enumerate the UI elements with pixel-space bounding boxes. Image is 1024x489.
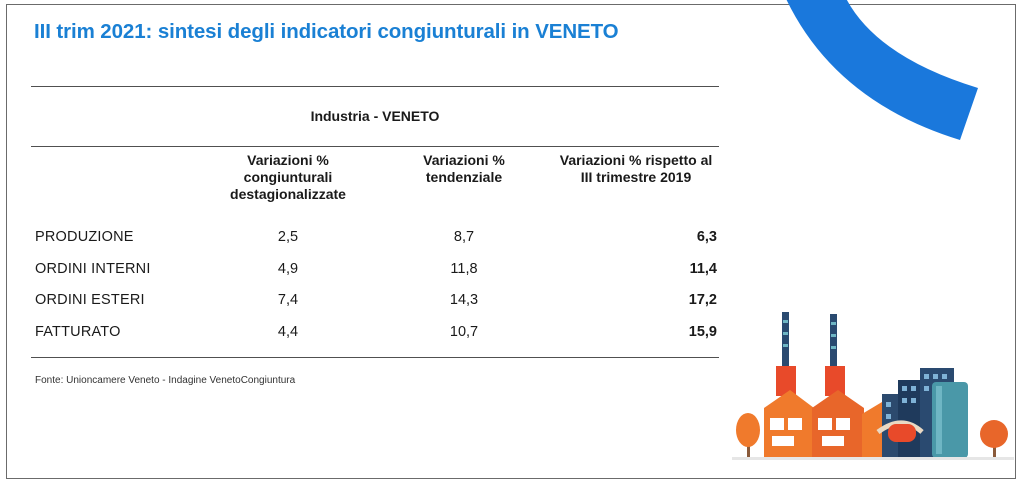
table-bottom-rule <box>31 357 719 358</box>
source-note: Fonte: Unioncamere Veneto - Indagine Ven… <box>35 375 296 386</box>
cell-tendenziale: 8,7 <box>453 229 475 245</box>
cell-congiunturale: 2,5 <box>277 229 299 245</box>
column-header-tendenziale: Variazioni % tendenziale <box>423 152 505 185</box>
cell-congiunturale: 4,9 <box>277 261 299 277</box>
row-label: FATTURATO <box>35 324 121 340</box>
cell-tendenziale: 11,8 <box>450 261 478 277</box>
table-section-title: Industria - VENETO <box>310 108 440 124</box>
cell-rispetto-2019: 15,9 <box>688 324 717 340</box>
factory-illustration <box>732 312 1014 460</box>
column-header-congiunturali: Variazioni % congiunturali destagionaliz… <box>230 152 346 202</box>
table-top-rule <box>31 86 719 87</box>
cell-rispetto-2019: 6,3 <box>696 229 717 245</box>
cell-tendenziale: 10,7 <box>449 324 479 340</box>
row-label: PRODUZIONE <box>35 229 134 245</box>
decorative-arc-graphic <box>786 0 978 140</box>
cell-rispetto-2019: 11,4 <box>689 261 717 277</box>
cell-congiunturale: 7,4 <box>277 292 299 308</box>
slide-frame <box>6 4 1016 479</box>
cell-tendenziale: 14,3 <box>449 292 479 308</box>
row-label: ORDINI INTERNI <box>35 261 151 277</box>
row-label: ORDINI ESTERI <box>35 292 145 308</box>
page-title: III trim 2021: sintesi degli indicatori … <box>34 20 619 43</box>
cell-congiunturale: 4,4 <box>277 324 299 340</box>
cell-rispetto-2019: 17,2 <box>688 292 717 308</box>
table-header-rule <box>31 146 719 147</box>
column-header-rispetto-2019: Variazioni % rispetto al III trimestre 2… <box>559 152 713 185</box>
